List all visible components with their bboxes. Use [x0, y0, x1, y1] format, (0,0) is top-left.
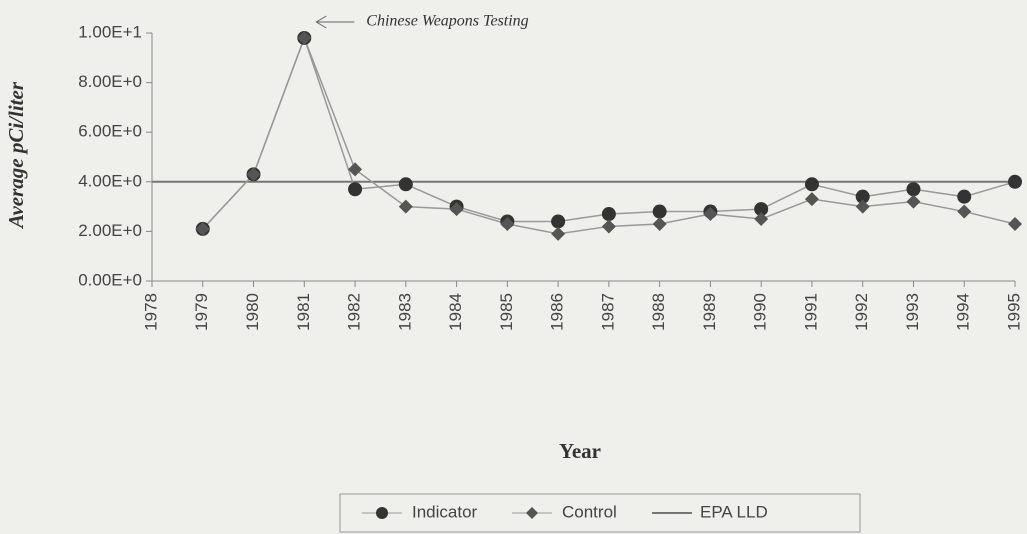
- annotation-arrowhead: [315, 15, 327, 29]
- indicator-marker: [957, 189, 972, 204]
- x-tick-label: 1983: [395, 293, 414, 331]
- y-axis-label: Average pCi/liter: [4, 81, 28, 230]
- y-tick-label: 4.00E+0: [78, 171, 142, 190]
- x-axis-label: Year: [559, 439, 601, 463]
- indicator-marker: [348, 182, 363, 197]
- control-marker: [652, 216, 667, 231]
- x-tick-label: 1985: [497, 293, 516, 331]
- x-tick-label: 1987: [598, 293, 617, 331]
- indicator-marker: [601, 207, 616, 222]
- control-marker: [754, 212, 769, 226]
- control-marker: [703, 207, 718, 222]
- x-tick-label: 1981: [294, 293, 313, 331]
- indicator-marker: [906, 182, 921, 197]
- x-tick-label: 1995: [1004, 293, 1023, 331]
- control-marker: [297, 30, 312, 45]
- x-tick-label: 1990: [751, 293, 770, 331]
- indicator-marker: [551, 214, 566, 229]
- control-marker: [601, 219, 616, 234]
- y-tick-label: 1.00E+1: [78, 22, 142, 41]
- x-tick-label: 1982: [345, 293, 364, 331]
- legend-label: Control: [562, 502, 617, 521]
- indicator-marker: [754, 202, 769, 217]
- indicator-marker: [652, 204, 667, 219]
- x-tick-label: 1989: [700, 293, 719, 331]
- x-tick-label: 1988: [649, 293, 668, 331]
- legend-box: [339, 493, 861, 533]
- x-tick-label: 1986: [548, 293, 567, 331]
- series-line: [202, 35, 1016, 235]
- annotation: Chinese Weapons Testing: [366, 13, 528, 30]
- x-tick-label: 1993: [903, 293, 922, 331]
- indicator-marker: [398, 177, 413, 192]
- x-tick-label: 1991: [801, 293, 820, 331]
- control-marker: [500, 216, 515, 231]
- legend-marker: [526, 507, 538, 519]
- y-tick-label: 0.00E+0: [78, 270, 142, 289]
- x-tick-label: 1992: [852, 293, 871, 331]
- control-marker: [449, 202, 464, 217]
- control-marker: [195, 221, 210, 236]
- x-tick-label: 1978: [141, 293, 160, 331]
- control-marker: [804, 192, 819, 207]
- control-marker: [906, 194, 921, 209]
- control-marker: [1008, 216, 1022, 231]
- control-marker: [246, 167, 261, 182]
- legend-label: Indicator: [412, 502, 478, 521]
- y-tick-label: 2.00E+0: [78, 221, 142, 240]
- indicator-marker: [855, 189, 870, 204]
- control-marker: [348, 162, 363, 177]
- control-marker: [957, 204, 972, 219]
- series-line: [202, 35, 1016, 230]
- indicator-marker: [1008, 174, 1022, 189]
- legend-label: EPA LLD: [700, 502, 768, 521]
- control-marker: [551, 226, 566, 241]
- x-tick-label: 1980: [243, 293, 262, 331]
- indicator-marker: [804, 177, 819, 192]
- x-tick-label: 1994: [954, 293, 973, 331]
- legend-marker: [376, 507, 388, 519]
- y-tick-label: 6.00E+0: [78, 122, 142, 141]
- x-tick-label: 1984: [446, 293, 465, 331]
- x-tick-label: 1979: [192, 293, 211, 331]
- control-marker: [398, 199, 413, 214]
- y-tick-label: 8.00E+0: [78, 72, 142, 91]
- control-marker: [855, 199, 870, 214]
